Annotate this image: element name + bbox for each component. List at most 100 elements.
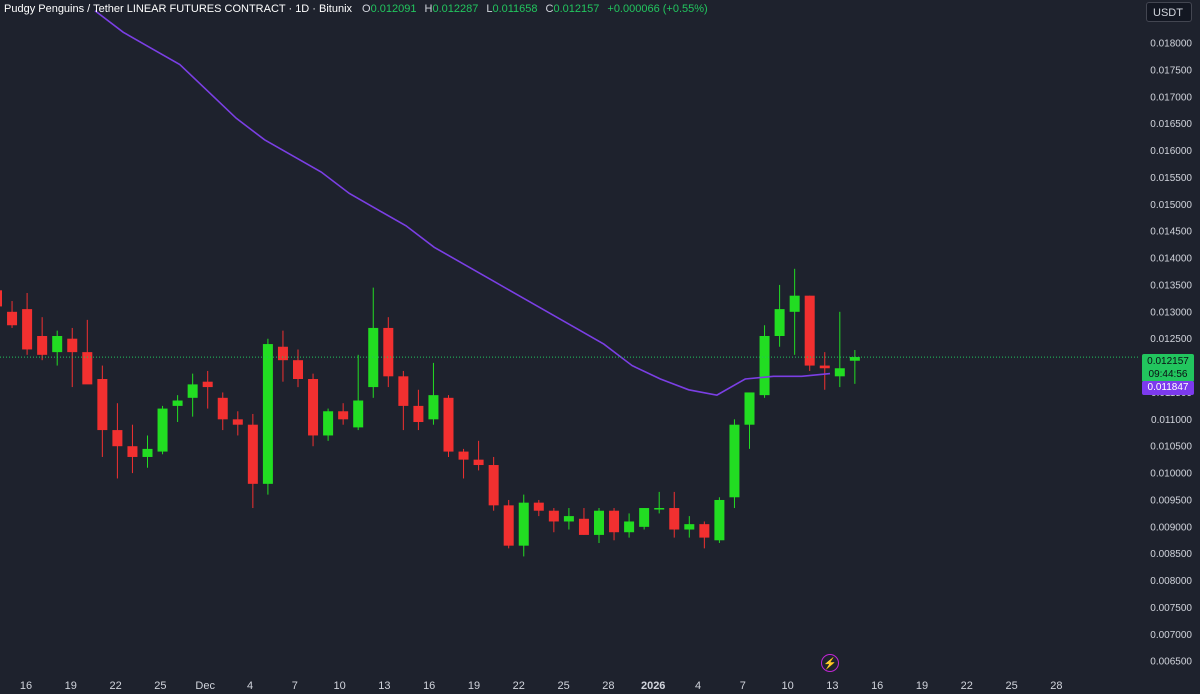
time-tick-label: 28 <box>1050 680 1062 692</box>
candle <box>804 295 815 371</box>
time-tick-label: 22 <box>109 680 121 692</box>
candle <box>338 403 349 425</box>
time-tick-label: 13 <box>378 680 390 692</box>
candle <box>7 301 18 328</box>
candle <box>578 508 589 535</box>
price-tick-label: 0.008500 <box>1150 549 1192 560</box>
lightning-icon[interactable]: ⚡ <box>821 654 839 672</box>
time-tick-label: 10 <box>333 680 345 692</box>
time-axis[interactable]: 16 19 22 25 Dec 4 7 10 13 16 19 22 25 28 2026 4 7 10 13 16 1… <box>20 680 1063 692</box>
candle <box>262 338 273 495</box>
time-tick-label: Dec <box>195 680 215 692</box>
candle <box>353 354 364 431</box>
candle <box>624 513 635 538</box>
candle <box>52 330 63 366</box>
symbol-legend[interactable]: Pudgy Penguins / Tether LINEAR FUTURES C… <box>4 3 708 15</box>
time-tick-label: 16 <box>423 680 435 692</box>
candles <box>0 268 860 557</box>
candle <box>277 330 288 382</box>
candle <box>0 290 2 307</box>
candle <box>217 392 228 431</box>
price-tick-label: 0.008000 <box>1150 576 1192 587</box>
time-tick-label: 22 <box>513 680 525 692</box>
candle <box>398 370 409 431</box>
candle <box>744 392 755 449</box>
candle <box>443 395 454 457</box>
time-tick-label: 19 <box>468 680 480 692</box>
time-tick-label: 7 <box>292 680 298 692</box>
moving-average-line <box>94 10 831 396</box>
candle <box>699 521 710 549</box>
candle <box>368 287 379 398</box>
bar-countdown: 09:44:56 <box>1148 369 1188 380</box>
candle <box>729 419 740 509</box>
candle <box>639 508 650 530</box>
candle <box>669 491 680 538</box>
price-tick-label: 0.011000 <box>1151 415 1192 426</box>
price-axis[interactable]: 0.0185000.0180000.0175000.0170000.016500… <box>1150 12 1192 668</box>
time-tick-label: 4 <box>695 680 701 692</box>
price-tick-label: 0.009500 <box>1150 495 1192 506</box>
candle <box>142 435 153 468</box>
candle <box>503 499 514 549</box>
candle <box>37 317 48 361</box>
time-tick-label: 7 <box>740 680 746 692</box>
candle <box>82 319 93 385</box>
candle <box>293 349 303 388</box>
time-tick-label: 16 <box>20 680 32 692</box>
time-tick-label: 25 <box>557 680 569 692</box>
candle <box>834 311 845 388</box>
candle <box>232 411 243 436</box>
time-tick-label: 10 <box>781 680 793 692</box>
candle <box>594 508 604 543</box>
price-tick-label: 0.012500 <box>1150 334 1192 345</box>
close-value: 0.012157 <box>553 3 600 15</box>
candle <box>518 494 529 557</box>
price-tick-label: 0.010000 <box>1150 469 1192 480</box>
candle <box>413 389 424 431</box>
price-tick-label: 0.014000 <box>1150 254 1192 265</box>
candle <box>172 395 183 423</box>
candle <box>849 349 860 384</box>
candle <box>202 370 213 409</box>
time-tick-label: 13 <box>826 680 838 692</box>
candle <box>22 292 33 355</box>
time-tick-label: 28 <box>602 680 614 692</box>
candle <box>759 325 770 398</box>
price-tick-label: 0.016000 <box>1150 146 1192 157</box>
candle <box>533 499 544 517</box>
price-tick-label: 0.018000 <box>1150 39 1192 50</box>
candle <box>127 424 138 474</box>
candle <box>383 317 394 388</box>
close-label: C <box>545 3 554 15</box>
time-tick-label: 19 <box>65 680 77 692</box>
candle <box>789 268 800 355</box>
currency-unit-button[interactable]: USDT <box>1146 2 1192 22</box>
candle <box>247 413 258 509</box>
candle <box>684 516 695 538</box>
open-value: 0.012091 <box>370 3 417 15</box>
candle <box>157 405 168 455</box>
candle <box>563 508 574 530</box>
symbol-title[interactable]: Pudgy Penguins / Tether LINEAR FUTURES C… <box>4 3 353 15</box>
last-price-value: 0.012157 <box>1147 356 1189 367</box>
candle <box>714 497 725 543</box>
time-tick-label: 25 <box>154 680 166 692</box>
candle <box>112 403 123 479</box>
candle <box>323 408 334 441</box>
time-tick-label: 16 <box>871 680 883 692</box>
price-tick-label: 0.007500 <box>1150 603 1192 614</box>
open-label: O <box>362 3 371 15</box>
candle <box>609 508 620 541</box>
time-tick-label: 25 <box>1005 680 1017 692</box>
candle <box>774 284 785 347</box>
candle <box>548 508 559 533</box>
price-tick-label: 0.010500 <box>1150 442 1192 453</box>
price-tick-label: 0.006500 <box>1150 657 1192 668</box>
time-tick-label: 19 <box>916 680 928 692</box>
price-tick-label: 0.017500 <box>1150 65 1192 76</box>
change-value: +0.000066 (+0.55%) <box>607 3 708 15</box>
price-tick-label: 0.014500 <box>1150 227 1192 238</box>
high-value: 0.012287 <box>432 3 479 15</box>
